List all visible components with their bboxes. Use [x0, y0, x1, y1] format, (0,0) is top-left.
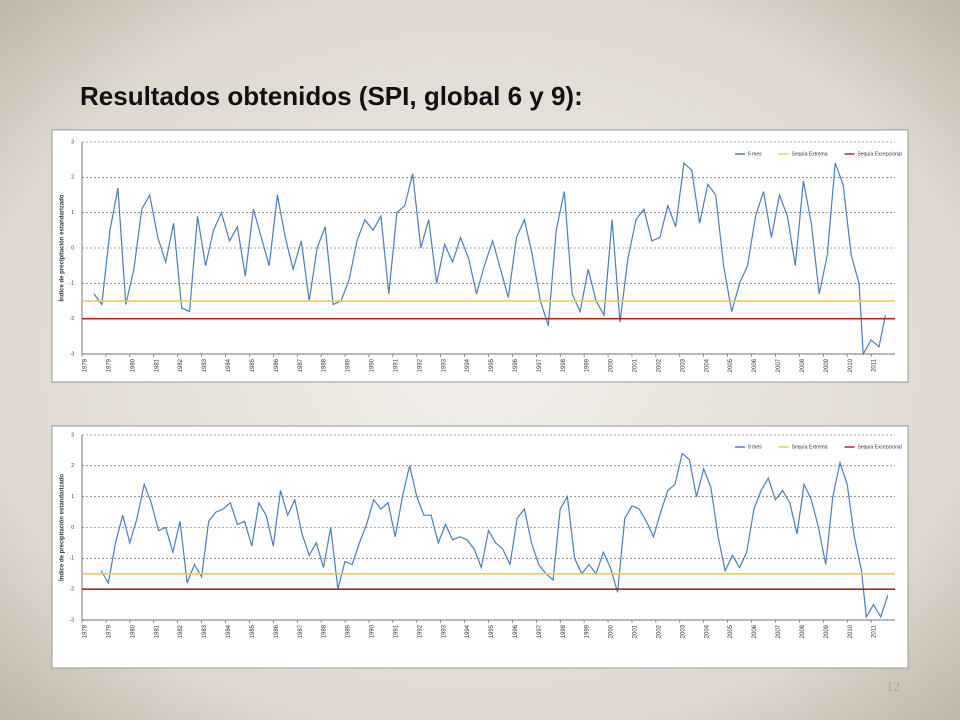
x-tick-label: 1991 [393, 624, 399, 638]
x-tick-label: 2005 [728, 358, 734, 372]
x-tick-label: 1982 [178, 624, 184, 638]
y-tick-label: 1 [71, 494, 74, 500]
x-tick-label: 1986 [274, 358, 280, 372]
x-tick-label: 2005 [728, 624, 734, 638]
x-tick-label: 1980 [130, 624, 136, 638]
x-tick-label: 1998 [561, 624, 567, 638]
chart-frame [51, 129, 909, 383]
x-tick-label: 1994 [465, 624, 471, 638]
x-tick-label: 1979 [106, 624, 112, 638]
x-tick-label: 1995 [489, 624, 495, 638]
x-tick-label: 1989 [346, 358, 352, 372]
x-tick-label: 2009 [824, 358, 830, 372]
x-tick-label: 1988 [322, 358, 328, 372]
data-line [93, 161, 886, 357]
y-tick-label: 2 [71, 463, 74, 469]
x-tick-label: 2007 [776, 624, 782, 638]
x-tick-label: 1999 [585, 358, 591, 372]
x-tick-label: 1993 [441, 358, 447, 372]
y-tick-label: -3 [70, 617, 75, 623]
x-tick-label: 1997 [537, 624, 543, 638]
x-tick-label: 1986 [274, 624, 280, 638]
x-tick-label: 1987 [298, 358, 304, 372]
x-tick-label: 1993 [441, 624, 447, 638]
y-tick-label: 0 [71, 525, 74, 531]
x-tick-label: 2002 [656, 624, 662, 638]
y-tick-label: 0 [71, 245, 74, 251]
x-tick-label: 1980 [130, 358, 136, 372]
x-tick-label: 1979 [106, 358, 112, 372]
x-tick-label: 2000 [609, 624, 615, 638]
x-tick-label: 1983 [202, 624, 208, 638]
legend-label: Sequía Extrema [792, 151, 828, 157]
x-tick-label: 1985 [250, 358, 256, 372]
x-tick-label: 2001 [633, 358, 639, 372]
y-axis-label: Índice de precipitación estandarizado [58, 474, 66, 581]
x-tick-label: 2003 [680, 358, 686, 372]
y-tick-label: -1 [70, 556, 75, 562]
legend-label: 6 mes [748, 151, 762, 157]
x-tick-label: 1992 [417, 624, 423, 638]
x-tick-label: 1998 [561, 358, 567, 372]
x-tick-label: 1992 [417, 358, 423, 372]
x-tick-label: 1987 [298, 624, 304, 638]
x-tick-label: 1997 [537, 358, 543, 372]
legend-label: Sequía Excepcional [857, 444, 901, 450]
x-tick-label: 1981 [154, 358, 160, 372]
y-tick-label: -2 [70, 316, 75, 322]
y-axis-label: Índice de precipitación estandarizado [58, 194, 66, 301]
x-tick-label: 1985 [250, 624, 256, 638]
x-tick-label: 1978 [83, 358, 89, 372]
x-tick-label: 1988 [322, 624, 328, 638]
legend-label: Sequía Excepcional [857, 151, 901, 157]
x-tick-label: 1991 [393, 358, 399, 372]
x-tick-label: 2000 [609, 358, 615, 372]
y-tick-label: 3 [71, 139, 74, 145]
x-tick-label: 1996 [513, 624, 519, 638]
x-tick-label: 2007 [776, 358, 782, 372]
x-tick-label: 1983 [202, 358, 208, 372]
x-tick-label: 2011 [872, 624, 878, 638]
x-tick-label: 2009 [824, 624, 830, 638]
x-tick-label: 2006 [752, 624, 758, 638]
page-number: 12 [886, 680, 900, 695]
slide-title: Resultados obtenidos (SPI, global 6 y 9)… [80, 81, 583, 111]
x-tick-label: 1990 [370, 624, 376, 638]
x-tick-label: 1990 [370, 358, 376, 372]
data-line [100, 452, 889, 619]
x-tick-label: 2004 [704, 624, 710, 638]
x-tick-label: 1984 [226, 358, 232, 372]
x-tick-label: 2008 [800, 624, 806, 638]
legend-label: Sequía Extrema [792, 444, 828, 450]
chart-frame [51, 425, 909, 669]
x-tick-label: 1994 [465, 358, 471, 372]
y-tick-label: 3 [71, 432, 74, 438]
x-tick-label: 2011 [872, 358, 878, 372]
x-tick-label: 2002 [656, 358, 662, 372]
legend-label: 9 mes [748, 444, 762, 450]
x-tick-label: 1978 [83, 624, 89, 638]
x-tick-label: 2008 [800, 358, 806, 372]
x-tick-label: 1989 [346, 624, 352, 638]
x-tick-label: 1996 [513, 358, 519, 372]
x-tick-label: 2004 [704, 358, 710, 372]
x-tick-label: 2003 [680, 624, 686, 638]
x-tick-label: 1981 [154, 624, 160, 638]
x-tick-label: 1984 [226, 624, 232, 638]
x-tick-label: 1999 [585, 624, 591, 638]
x-tick-label: 1995 [489, 358, 495, 372]
x-tick-label: 2010 [848, 624, 854, 638]
x-tick-label: 2010 [848, 358, 854, 372]
y-tick-label: -2 [70, 586, 75, 592]
x-tick-label: 2001 [633, 624, 639, 638]
y-tick-label: -3 [70, 351, 75, 357]
y-tick-label: -1 [70, 281, 75, 287]
y-tick-label: 1 [71, 210, 74, 216]
x-tick-label: 1982 [178, 358, 184, 372]
y-tick-label: 2 [71, 175, 74, 181]
x-tick-label: 2006 [752, 358, 758, 372]
